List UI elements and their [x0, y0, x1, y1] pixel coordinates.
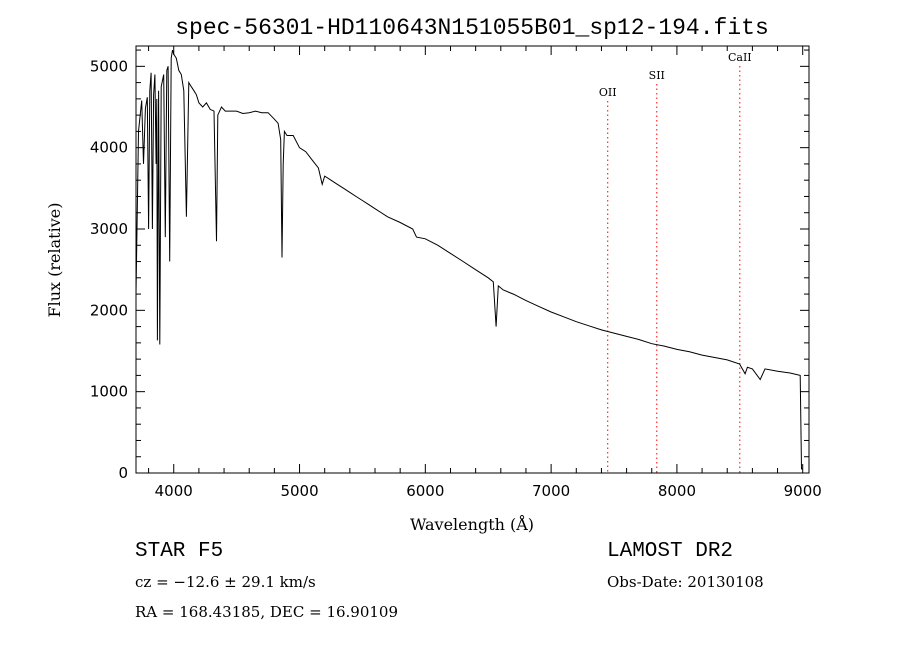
y-tick-label: 3000 [90, 220, 128, 238]
plot-frame [135, 45, 810, 474]
survey-release: LAMOST DR2 [607, 540, 734, 563]
y-tick-label: 1000 [90, 383, 128, 401]
x-tick-label: 4000 [155, 482, 193, 500]
redshift-velocity: cz = −12.6 ± 29.1 km/s [135, 573, 316, 591]
spectrum-line [135, 49, 803, 470]
x-tick-label: 5000 [280, 482, 318, 500]
x-tick-label: 8000 [658, 482, 696, 500]
x-axis-label: Wavelength (Å) [410, 514, 534, 534]
y-tick-label: 0 [118, 464, 128, 482]
x-tick-label: 9000 [784, 482, 822, 500]
x-tick-label: 6000 [406, 482, 444, 500]
line-marker-label: CaII [728, 51, 752, 64]
y-tick-label: 2000 [90, 301, 128, 319]
emission-line-markers: OII SII CaII [599, 51, 752, 473]
x-tick-label: 7000 [532, 482, 570, 500]
y-tick-label: 5000 [90, 57, 128, 75]
y-axis-label: Flux (relative) [45, 203, 64, 318]
axis-ticks: 4000 5000 6000 7000 8000 9000 0 1000 2000 3000 400… [90, 46, 822, 500]
object-class: STAR F5 [135, 540, 224, 563]
line-marker-label: SII [649, 69, 665, 82]
coordinates: RA = 168.43185, DEC = 16.90109 [135, 603, 399, 621]
observation-date: Obs-Date: 20130108 [607, 573, 764, 591]
line-marker-label: OII [599, 86, 617, 99]
y-tick-label: 4000 [90, 139, 128, 157]
spectrum-chart: spec-56301-HD110643N151055B01_sp12-194.f… [45, 15, 822, 534]
chart-title: spec-56301-HD110643N151055B01_sp12-194.f… [175, 15, 769, 41]
